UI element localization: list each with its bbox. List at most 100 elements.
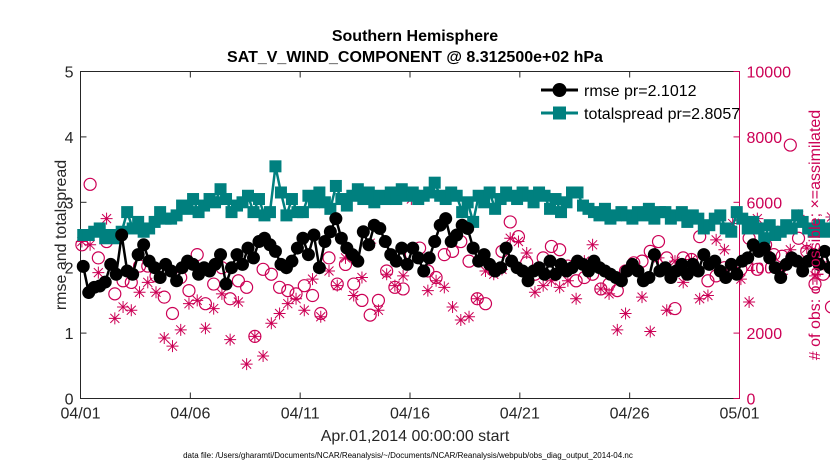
totalspread-point bbox=[571, 186, 584, 199]
rmse-point bbox=[126, 267, 140, 281]
obs-assimilated-glyph bbox=[372, 304, 385, 317]
obs-assimilated-glyph bbox=[520, 246, 533, 259]
totalspread-point bbox=[423, 186, 436, 199]
totalspread-point bbox=[450, 189, 463, 202]
totalspread-point bbox=[456, 206, 469, 219]
totalspread-point bbox=[461, 196, 474, 209]
obs-assimilated-point bbox=[331, 279, 344, 292]
totalspread-point bbox=[340, 199, 353, 212]
obs-assimilated-point bbox=[108, 312, 121, 325]
rmse-point bbox=[417, 264, 431, 278]
obs-assimilated-glyph bbox=[240, 358, 253, 371]
obs-possible-point bbox=[783, 138, 797, 152]
rmse-point bbox=[439, 212, 453, 226]
obs-assimilated-glyph bbox=[224, 333, 237, 346]
obs-assimilated-point bbox=[100, 212, 113, 225]
totalspread-point bbox=[560, 196, 573, 209]
x-axis-label: Apr.01,2014 00:00:00 start bbox=[321, 428, 510, 445]
obs-assimilated-point bbox=[281, 297, 294, 310]
rmse-point bbox=[214, 248, 228, 262]
obs-possible-point bbox=[157, 290, 171, 304]
rmse-point bbox=[373, 221, 387, 235]
rmse-point bbox=[680, 267, 694, 281]
obs-possible-point bbox=[791, 231, 806, 245]
obs-assimilated-glyph bbox=[537, 279, 550, 292]
rmse-point bbox=[290, 241, 304, 255]
obs-assimilated-point bbox=[570, 292, 583, 305]
y-tick-label: 2 bbox=[65, 261, 74, 278]
rmse-point bbox=[450, 228, 464, 242]
totalspread-point bbox=[362, 186, 375, 199]
rmse-point bbox=[818, 244, 830, 258]
rmse-point bbox=[516, 264, 530, 278]
totalspread-point bbox=[209, 196, 222, 209]
rmse-point bbox=[763, 251, 777, 265]
obs-assimilated-point bbox=[693, 292, 706, 305]
obs-assimilated-point bbox=[232, 296, 245, 309]
obs-assimilated-markers bbox=[75, 189, 830, 371]
obs-possible-point bbox=[701, 274, 715, 288]
obs-assimilated-point bbox=[537, 279, 550, 292]
obs-assimilated-point bbox=[257, 349, 270, 362]
totalspread-point bbox=[642, 202, 655, 215]
x-tick-label: 04/11 bbox=[281, 406, 320, 423]
rmse-point bbox=[614, 274, 628, 288]
x-tick-label: 04/06 bbox=[170, 406, 210, 423]
obs-possible-point bbox=[503, 215, 517, 229]
rmse-point bbox=[296, 231, 310, 245]
rmse-point bbox=[170, 274, 184, 288]
rmse-point bbox=[351, 254, 365, 268]
totalspread-point bbox=[280, 209, 293, 222]
rmse-point bbox=[741, 251, 755, 265]
totalspread-point bbox=[489, 202, 502, 215]
obs-assimilated-point bbox=[273, 307, 286, 320]
obs-assimilated-glyph bbox=[825, 212, 830, 222]
obs-assimilated-point bbox=[150, 286, 163, 299]
rmse-point bbox=[378, 235, 392, 249]
obs-assimilated-glyph bbox=[504, 232, 517, 245]
obs-assimilated-glyph bbox=[421, 284, 434, 297]
totalspread-point bbox=[675, 206, 688, 219]
totalspread-point bbox=[478, 196, 491, 209]
obs-possible-point bbox=[396, 282, 410, 296]
x-tick-label: 04/16 bbox=[390, 406, 430, 423]
rmse-point bbox=[137, 238, 151, 252]
obs-assimilated-glyph bbox=[446, 300, 459, 313]
obs-assimilated-glyph bbox=[512, 235, 525, 248]
totalspread-point bbox=[241, 189, 254, 202]
rmse-point bbox=[400, 257, 414, 271]
obs-assimilated-point bbox=[355, 271, 368, 284]
obs-possible-point bbox=[553, 243, 567, 257]
obs-assimilated-glyph bbox=[347, 289, 360, 302]
obs-assimilated-point bbox=[397, 269, 410, 282]
obs-assimilated-point bbox=[347, 289, 360, 302]
totalspread-point bbox=[555, 206, 568, 219]
totalspread-point bbox=[121, 206, 134, 219]
obs-assimilated-point bbox=[784, 243, 797, 256]
obs-assimilated-glyph bbox=[215, 287, 228, 300]
obs-assimilated-point bbox=[141, 276, 154, 289]
obs-assimilated-glyph bbox=[207, 302, 220, 315]
obs-possible-point bbox=[544, 239, 559, 254]
totalspread-point bbox=[692, 212, 705, 225]
rmse-point bbox=[774, 271, 788, 285]
totalspread-point bbox=[252, 193, 265, 206]
obs-assimilated-glyph bbox=[191, 294, 204, 307]
totalspread-point bbox=[758, 232, 771, 245]
totalspread-point bbox=[274, 186, 287, 199]
obs-assimilated-point bbox=[603, 287, 616, 300]
obs-assimilated-glyph bbox=[92, 266, 105, 279]
obs-assimilated-glyph bbox=[232, 296, 245, 309]
obs-assimilated-point bbox=[339, 251, 352, 264]
totalspread-point bbox=[170, 209, 183, 222]
obs-assimilated-glyph bbox=[561, 274, 574, 287]
rmse-point bbox=[422, 251, 436, 265]
obs-assimilated-point bbox=[463, 310, 476, 323]
obs-assimilated-point bbox=[388, 279, 401, 292]
y-tick-label: 5 bbox=[65, 65, 74, 82]
obs-assimilated-glyph bbox=[174, 323, 187, 336]
obs-assimilated-glyph bbox=[281, 297, 294, 310]
obs-assimilated-point bbox=[240, 358, 253, 371]
x-tick-label: 04/26 bbox=[610, 406, 650, 423]
y-tick-label: 3 bbox=[65, 195, 74, 212]
